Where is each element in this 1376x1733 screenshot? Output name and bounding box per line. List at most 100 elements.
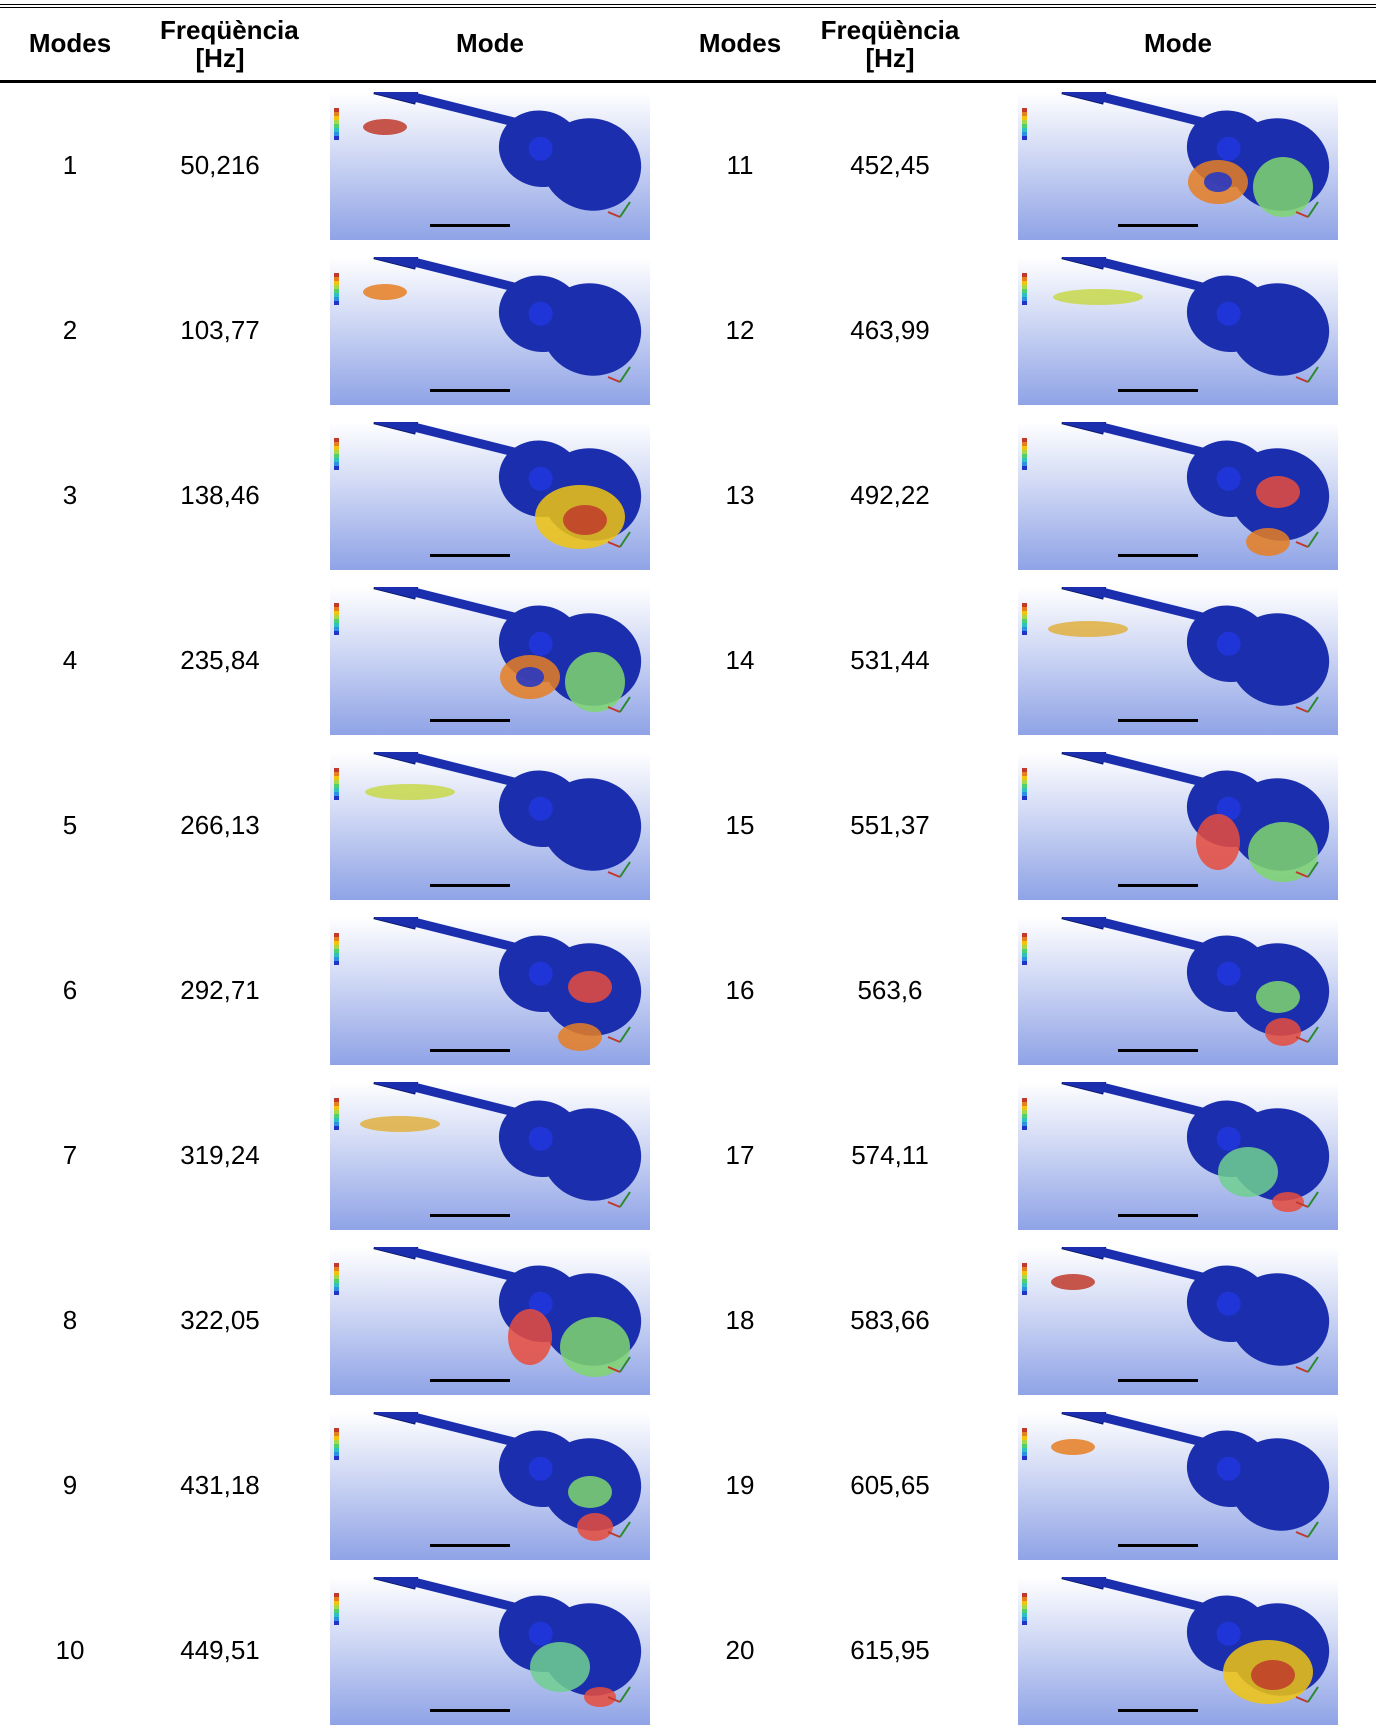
legend-swatch <box>1022 937 1027 941</box>
hot-spot <box>1251 1660 1295 1690</box>
legend-swatch <box>334 446 339 450</box>
mode-image-cell <box>980 1073 1376 1238</box>
hot-spot <box>558 1023 602 1051</box>
mode-shape-image <box>1018 1412 1338 1560</box>
mode-image-cell <box>980 743 1376 908</box>
legend-swatch <box>334 1440 339 1444</box>
legend-swatch <box>1022 124 1027 128</box>
legend-swatch <box>334 128 339 132</box>
mode-image-cell <box>300 743 680 908</box>
scale-bar <box>1118 1049 1198 1052</box>
hot-spot <box>1272 1192 1304 1212</box>
legend-swatch <box>334 108 339 112</box>
legend-swatch <box>334 1613 339 1617</box>
mode-number: 15 <box>680 743 800 908</box>
mode-shape-image <box>1018 257 1338 405</box>
hot-spot <box>577 1513 613 1541</box>
legend-swatch <box>1022 933 1027 937</box>
legend-swatch <box>1022 1593 1027 1597</box>
legend-swatch <box>334 1432 339 1436</box>
legend-swatch <box>334 273 339 277</box>
legend-swatch <box>334 1593 339 1597</box>
legend-swatch <box>334 289 339 293</box>
legend-swatch <box>334 1291 339 1295</box>
legend-swatch <box>1022 108 1027 112</box>
legend-swatch <box>334 945 339 949</box>
mode-shape-image <box>1018 752 1338 900</box>
legend-swatch <box>334 623 339 627</box>
legend-swatch <box>1022 454 1027 458</box>
legend-swatch <box>1022 772 1027 776</box>
frequency: 551,37 <box>800 743 980 908</box>
scale-bar <box>1118 719 1198 722</box>
frequency: 492,22 <box>800 413 980 578</box>
scale-bar <box>430 884 510 887</box>
mode-image-cell <box>980 413 1376 578</box>
legend-swatch <box>334 1448 339 1452</box>
frequency: 103,77 <box>140 248 300 413</box>
frequency: 452,45 <box>800 82 980 249</box>
mode-image-cell <box>980 82 1376 249</box>
legend-swatch <box>334 961 339 965</box>
mode-shape-image <box>330 1577 650 1725</box>
legend-swatch <box>334 132 339 136</box>
legend-swatch <box>334 1267 339 1271</box>
mode-image-cell <box>300 248 680 413</box>
legend-swatch <box>1022 768 1027 772</box>
legend-swatch <box>1022 1271 1027 1275</box>
mode-shape-image <box>1018 92 1338 240</box>
frequency: 431,18 <box>140 1403 300 1568</box>
header-cell: Mode <box>980 6 1376 82</box>
mode-shape-image <box>330 587 650 735</box>
legend-swatch <box>334 776 339 780</box>
mode-shape-image <box>1018 1247 1338 1395</box>
legend-swatch <box>1022 1275 1027 1279</box>
legend-swatch <box>334 297 339 301</box>
hot-spot <box>1256 476 1300 508</box>
legend-swatch <box>1022 627 1027 631</box>
mode-number: 4 <box>0 578 140 743</box>
legend-swatch <box>1022 136 1027 140</box>
legend-swatch <box>334 1275 339 1279</box>
hot-spot <box>508 1309 552 1365</box>
legend-swatch <box>334 607 339 611</box>
mode-image-cell <box>300 413 680 578</box>
hot-spot <box>565 652 625 712</box>
hot-spot <box>584 1687 616 1707</box>
mode-image-cell <box>300 82 680 249</box>
mode-number: 14 <box>680 578 800 743</box>
frequency: 531,44 <box>800 578 980 743</box>
page: Modes Freqüència [Hz] Mode Modes Freqüèn… <box>0 4 1376 1733</box>
legend-swatch <box>334 285 339 289</box>
mode-number: 1 <box>0 82 140 249</box>
hot-spot <box>1051 1274 1095 1290</box>
legend-swatch <box>1022 1110 1027 1114</box>
mode-shape-image <box>1018 422 1338 570</box>
frequency: 292,71 <box>140 908 300 1073</box>
mode-image-cell <box>980 1238 1376 1403</box>
legend-swatch <box>1022 1597 1027 1601</box>
legend-swatch <box>1022 941 1027 945</box>
hot-spot <box>1248 822 1318 882</box>
legend-swatch <box>334 136 339 140</box>
legend-swatch <box>334 462 339 466</box>
scale-bar <box>1118 1214 1198 1217</box>
legend-swatch <box>1022 957 1027 961</box>
legend-swatch <box>334 1428 339 1432</box>
legend-swatch <box>334 772 339 776</box>
scale-bar <box>1118 1544 1198 1547</box>
hot-spot <box>1256 981 1300 1013</box>
legend-swatch <box>1022 780 1027 784</box>
mode-image-cell <box>300 578 680 743</box>
legend-swatch <box>334 124 339 128</box>
legend-swatch <box>334 1118 339 1122</box>
legend-swatch <box>1022 1122 1027 1126</box>
legend-swatch <box>1022 1601 1027 1605</box>
scale-bar <box>1118 224 1198 227</box>
header-cell: Modes <box>680 6 800 82</box>
header-cell: Modes <box>0 6 140 82</box>
